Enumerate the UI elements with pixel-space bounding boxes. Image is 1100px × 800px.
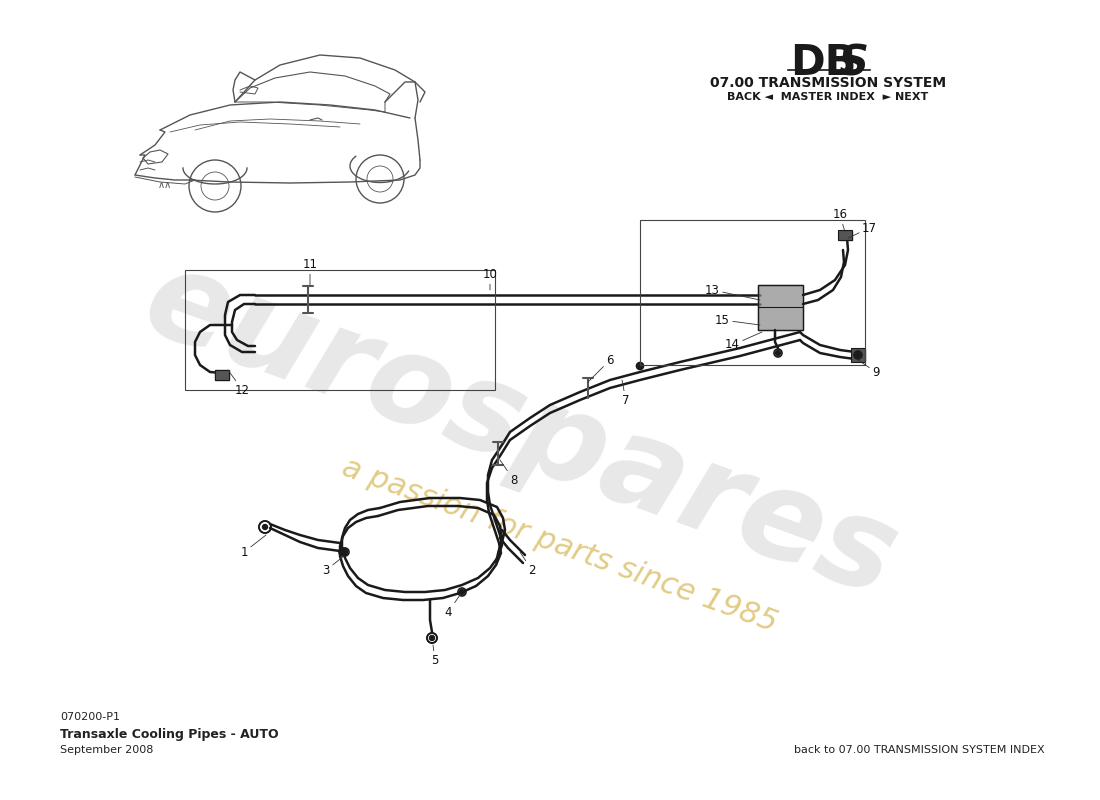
Bar (838, 230, 851, 239)
Text: 070200-P1: 070200-P1 (60, 712, 120, 722)
Text: 15: 15 (715, 314, 760, 326)
Text: eurospares: eurospares (128, 238, 912, 622)
Text: 5: 5 (431, 645, 439, 666)
Circle shape (429, 635, 434, 641)
Text: 12: 12 (228, 370, 250, 397)
Bar (214, 370, 229, 380)
Text: 1: 1 (241, 535, 266, 558)
Text: DB: DB (790, 42, 857, 84)
Bar (758, 285, 803, 330)
Text: 8: 8 (500, 460, 517, 486)
Text: 11: 11 (302, 258, 318, 285)
Text: 6: 6 (588, 354, 614, 382)
Bar (640, 220, 865, 365)
Circle shape (460, 590, 464, 594)
Text: 17: 17 (848, 222, 877, 238)
Bar (851, 348, 865, 362)
Text: 2: 2 (520, 552, 536, 577)
Circle shape (342, 550, 348, 554)
Bar (851, 349, 865, 361)
Text: Transaxle Cooling Pipes - AUTO: Transaxle Cooling Pipes - AUTO (60, 728, 278, 741)
Text: 07.00 TRANSMISSION SYSTEM: 07.00 TRANSMISSION SYSTEM (710, 76, 946, 90)
Text: S: S (838, 42, 868, 84)
Circle shape (856, 353, 860, 358)
Text: 14: 14 (725, 332, 762, 351)
Circle shape (776, 350, 781, 355)
Text: 4: 4 (444, 595, 460, 618)
Bar (185, 270, 495, 390)
Text: back to 07.00 TRANSMISSION SYSTEM INDEX: back to 07.00 TRANSMISSION SYSTEM INDEX (794, 745, 1045, 755)
Bar (214, 370, 229, 380)
Text: ∧∧: ∧∧ (158, 180, 172, 190)
Text: 7: 7 (621, 380, 629, 406)
Text: 16: 16 (833, 209, 847, 232)
Bar (758, 285, 803, 330)
Text: 3: 3 (322, 556, 344, 577)
Text: BACK ◄  MASTER INDEX  ► NEXT: BACK ◄ MASTER INDEX ► NEXT (727, 92, 928, 102)
Text: 10: 10 (483, 269, 497, 290)
Text: a passion for parts since 1985: a passion for parts since 1985 (339, 453, 782, 638)
Circle shape (341, 550, 345, 554)
Bar (838, 230, 853, 240)
Text: 13: 13 (705, 283, 760, 300)
Text: 9: 9 (858, 360, 880, 378)
Circle shape (263, 525, 267, 530)
Circle shape (638, 363, 642, 369)
Text: September 2008: September 2008 (60, 745, 153, 755)
